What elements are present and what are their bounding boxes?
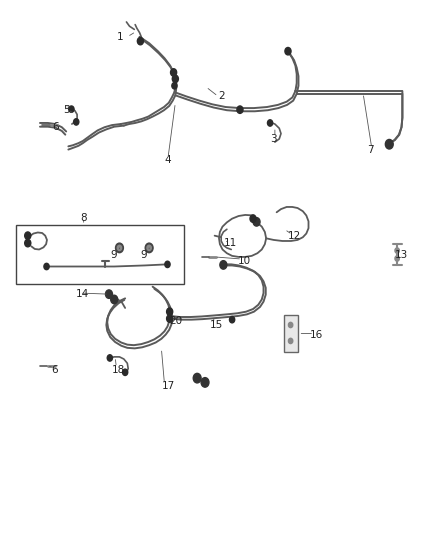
- Circle shape: [172, 75, 178, 83]
- Circle shape: [285, 47, 291, 55]
- Circle shape: [116, 243, 124, 253]
- Text: 9: 9: [110, 250, 117, 260]
- Text: 12: 12: [288, 231, 301, 241]
- Circle shape: [166, 308, 173, 316]
- Text: 13: 13: [395, 250, 408, 260]
- Circle shape: [288, 322, 293, 328]
- Circle shape: [147, 245, 151, 251]
- Circle shape: [111, 295, 118, 304]
- Circle shape: [123, 369, 128, 375]
- Bar: [284, 316, 297, 352]
- Circle shape: [117, 245, 122, 251]
- Circle shape: [268, 120, 273, 126]
- Circle shape: [395, 248, 399, 253]
- Circle shape: [25, 232, 31, 239]
- Circle shape: [165, 261, 170, 268]
- Text: 4: 4: [164, 155, 171, 165]
- Text: 18: 18: [112, 365, 125, 375]
- Circle shape: [107, 355, 113, 361]
- Circle shape: [74, 119, 79, 125]
- Text: 5: 5: [63, 104, 70, 115]
- Text: 10: 10: [238, 256, 251, 266]
- Circle shape: [170, 69, 177, 76]
- Circle shape: [250, 215, 256, 222]
- Circle shape: [385, 140, 393, 149]
- Text: 15: 15: [209, 320, 223, 330]
- Text: 2: 2: [218, 91, 225, 101]
- Text: 20: 20: [169, 316, 182, 326]
- Circle shape: [288, 338, 293, 344]
- Text: 1: 1: [117, 32, 124, 42]
- Text: 7: 7: [367, 144, 374, 155]
- Text: 17: 17: [161, 381, 175, 391]
- Text: 16: 16: [310, 329, 323, 340]
- Circle shape: [237, 106, 243, 114]
- Text: 3: 3: [271, 134, 277, 144]
- Bar: [16, 225, 184, 284]
- Circle shape: [106, 290, 113, 298]
- Circle shape: [25, 239, 31, 247]
- Circle shape: [253, 217, 260, 226]
- Circle shape: [44, 263, 49, 270]
- Circle shape: [69, 106, 74, 112]
- Circle shape: [230, 317, 235, 323]
- Circle shape: [220, 261, 227, 269]
- Circle shape: [395, 256, 399, 261]
- Text: 14: 14: [76, 289, 89, 299]
- Circle shape: [193, 373, 201, 383]
- Text: 6: 6: [51, 365, 57, 375]
- Text: 11: 11: [223, 238, 237, 248]
- Circle shape: [172, 83, 177, 89]
- Circle shape: [138, 37, 144, 45]
- Circle shape: [145, 243, 153, 253]
- Text: 9: 9: [141, 250, 147, 260]
- Circle shape: [201, 377, 209, 387]
- Circle shape: [166, 315, 173, 322]
- Text: 8: 8: [81, 213, 87, 223]
- Text: 6: 6: [52, 122, 59, 132]
